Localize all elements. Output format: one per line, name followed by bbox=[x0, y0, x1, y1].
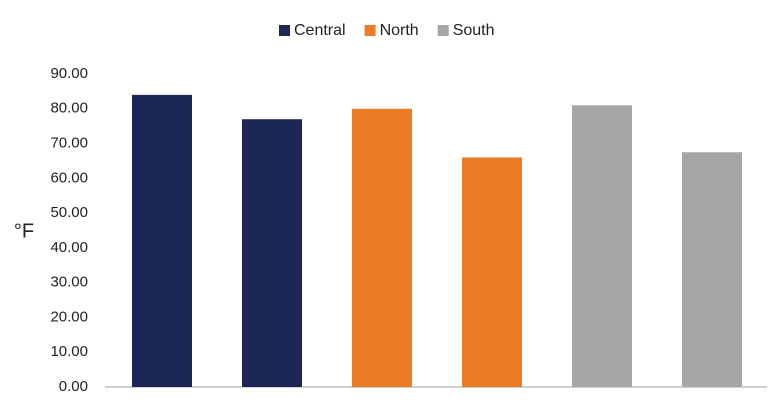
bar bbox=[352, 108, 412, 388]
y-axis-label: °F bbox=[14, 220, 34, 242]
y-tick-label: 80.00 bbox=[50, 100, 88, 117]
legend-label: North bbox=[380, 22, 419, 39]
legend-swatch bbox=[437, 25, 449, 36]
y-tick-label: 70.00 bbox=[50, 135, 88, 152]
y-tick-label: 40.00 bbox=[50, 239, 88, 256]
bar bbox=[462, 157, 522, 387]
y-tick-label: 0.00 bbox=[59, 378, 88, 395]
y-tick-label: 50.00 bbox=[50, 204, 88, 221]
legend-label: Central bbox=[294, 22, 346, 39]
y-tick-label: 30.00 bbox=[50, 274, 88, 291]
bar bbox=[132, 94, 192, 387]
y-tick-label: 90.00 bbox=[50, 65, 88, 82]
y-tick-label: 20.00 bbox=[50, 308, 88, 325]
y-tick-label: 60.00 bbox=[50, 169, 88, 186]
legend-swatch bbox=[364, 25, 376, 36]
bar bbox=[682, 152, 742, 387]
y-tick-label: 10.00 bbox=[50, 343, 88, 360]
bar bbox=[242, 119, 302, 387]
legend-label: South bbox=[453, 22, 495, 39]
legend-swatch bbox=[279, 25, 290, 36]
bar bbox=[572, 105, 632, 388]
